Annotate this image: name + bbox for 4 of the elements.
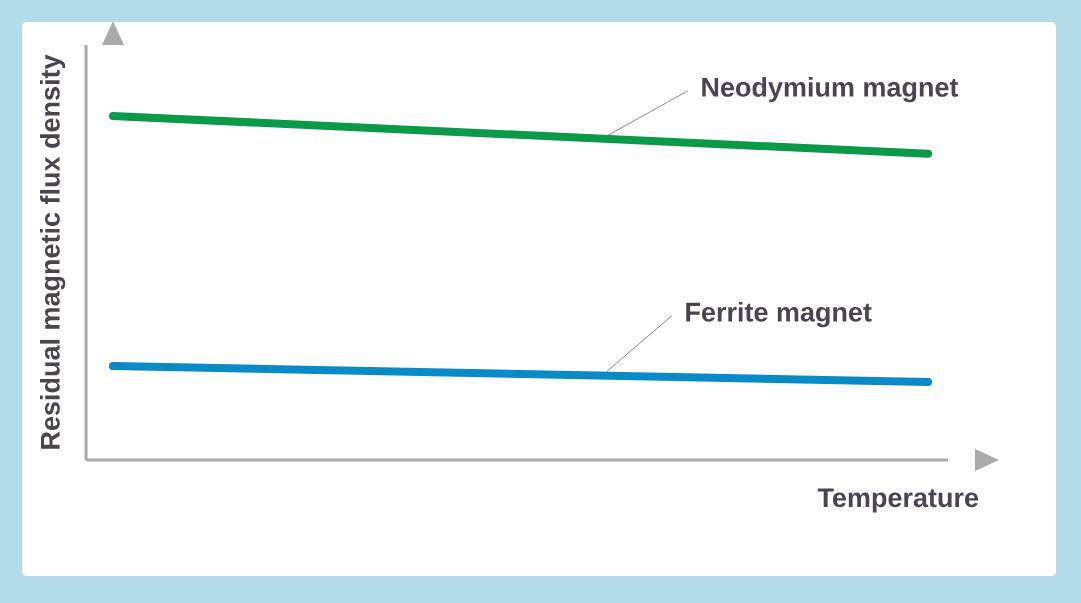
x-axis-title: Temperature bbox=[817, 488, 979, 513]
y-axis-title: Residual magnetic flux density bbox=[39, 54, 66, 449]
series-label: Ferrite magnet bbox=[686, 301, 872, 328]
series-label: Neodymium magnet bbox=[702, 77, 959, 103]
